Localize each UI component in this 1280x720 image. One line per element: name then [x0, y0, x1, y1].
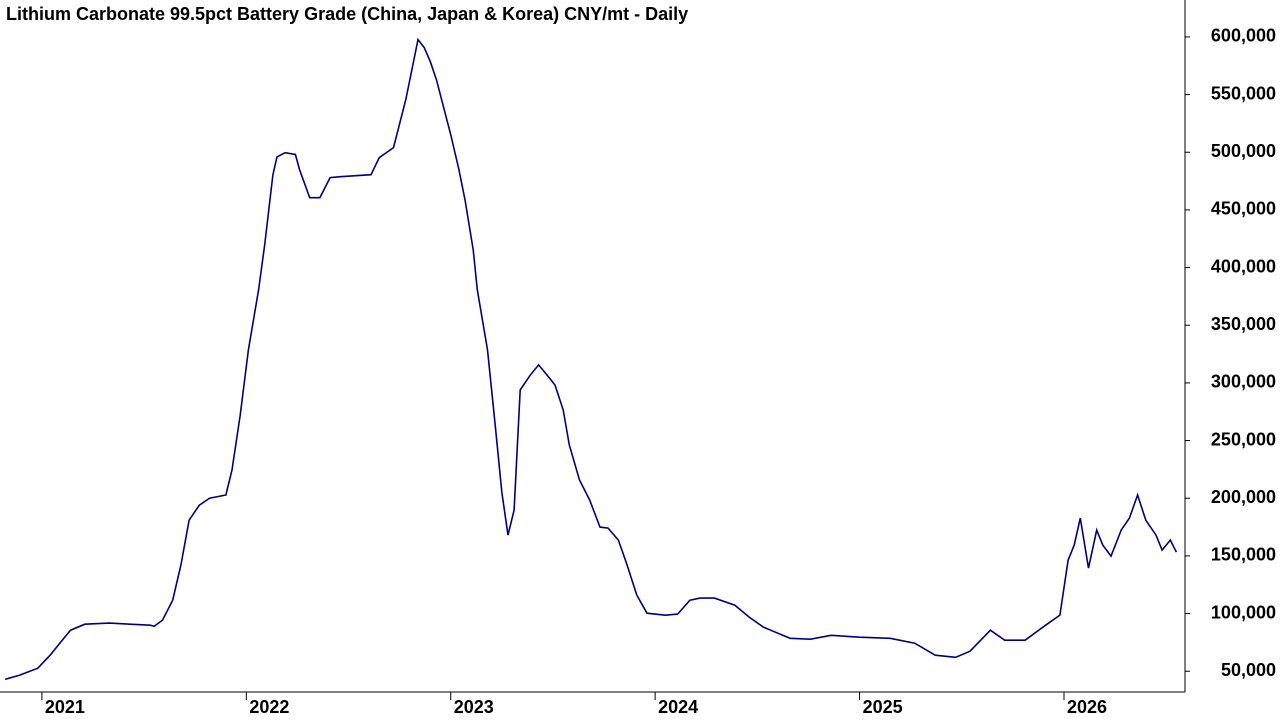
y-tick-label: 350,000 — [1211, 314, 1276, 334]
y-tick-label: 50,000 — [1221, 660, 1276, 680]
y-tick-label: 400,000 — [1211, 256, 1276, 276]
x-tick-label: 2021 — [45, 697, 85, 717]
price-line — [4, 37, 1178, 681]
y-tick-label: 100,000 — [1211, 602, 1276, 622]
y-tick-label: 200,000 — [1211, 487, 1276, 507]
x-tick-label: 2023 — [454, 697, 494, 717]
y-tick-label: 600,000 — [1211, 26, 1276, 46]
y-tick-label: 300,000 — [1211, 372, 1276, 392]
y-tick-label: 500,000 — [1211, 141, 1276, 161]
x-tick-label: 2022 — [249, 697, 289, 717]
chart-title: Lithium Carbonate 99.5pct Battery Grade … — [6, 4, 688, 24]
x-tick-label: 2025 — [863, 697, 903, 717]
x-tick-label: 2026 — [1067, 697, 1107, 717]
y-tick-label: 150,000 — [1211, 545, 1276, 565]
y-tick-label: 450,000 — [1211, 199, 1276, 219]
y-tick-label: 250,000 — [1211, 429, 1276, 449]
x-tick-label: 2024 — [658, 697, 698, 717]
y-tick-label: 550,000 — [1211, 83, 1276, 103]
